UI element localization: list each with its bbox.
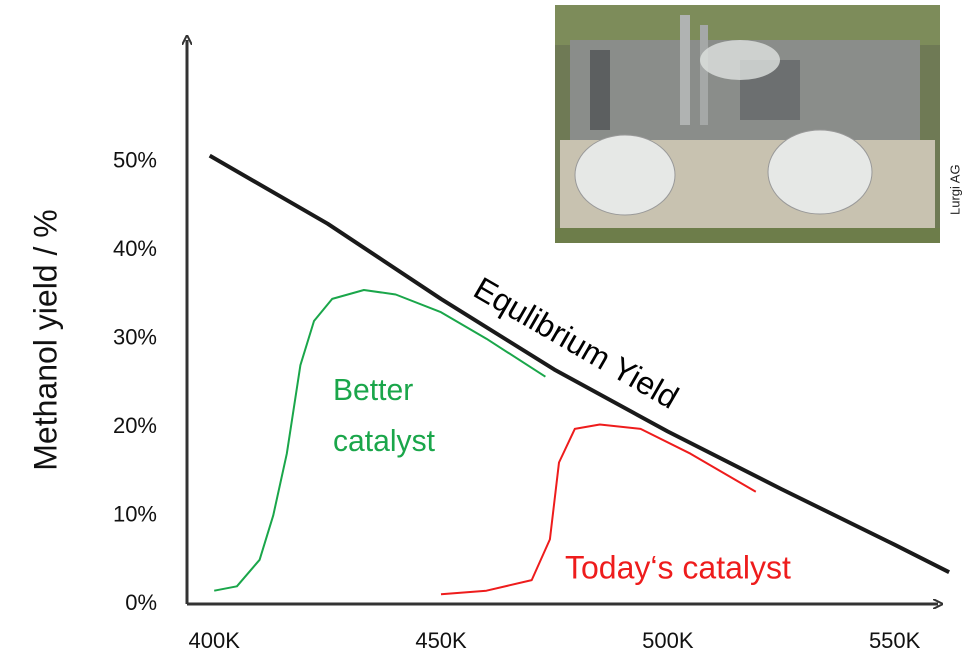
y-tick-label: 40% xyxy=(113,236,157,261)
photo xyxy=(555,5,940,243)
x-tick-label: 550K xyxy=(869,628,921,653)
series-label: Today‘s catalyst xyxy=(565,549,791,585)
x-tick-label: 450K xyxy=(415,628,467,653)
series-label: Equlibrium Yield xyxy=(468,270,685,416)
image-credit: Lurgi AG xyxy=(947,164,962,215)
y-tick-label: 10% xyxy=(113,501,157,526)
y-tick-label: 30% xyxy=(113,325,157,350)
y-tick-label: 50% xyxy=(113,148,157,173)
chart: Lurgi AG Methanol yield / % 0% 10% 20% 30% 4… xyxy=(0,0,965,666)
y-axis-label: Methanol yield / % xyxy=(27,209,63,470)
x-tick-label: 500K xyxy=(642,628,694,653)
y-tick-label: 0% xyxy=(125,590,157,615)
y-tick-label: 20% xyxy=(113,413,157,438)
x-tick-label: 400K xyxy=(189,628,241,653)
